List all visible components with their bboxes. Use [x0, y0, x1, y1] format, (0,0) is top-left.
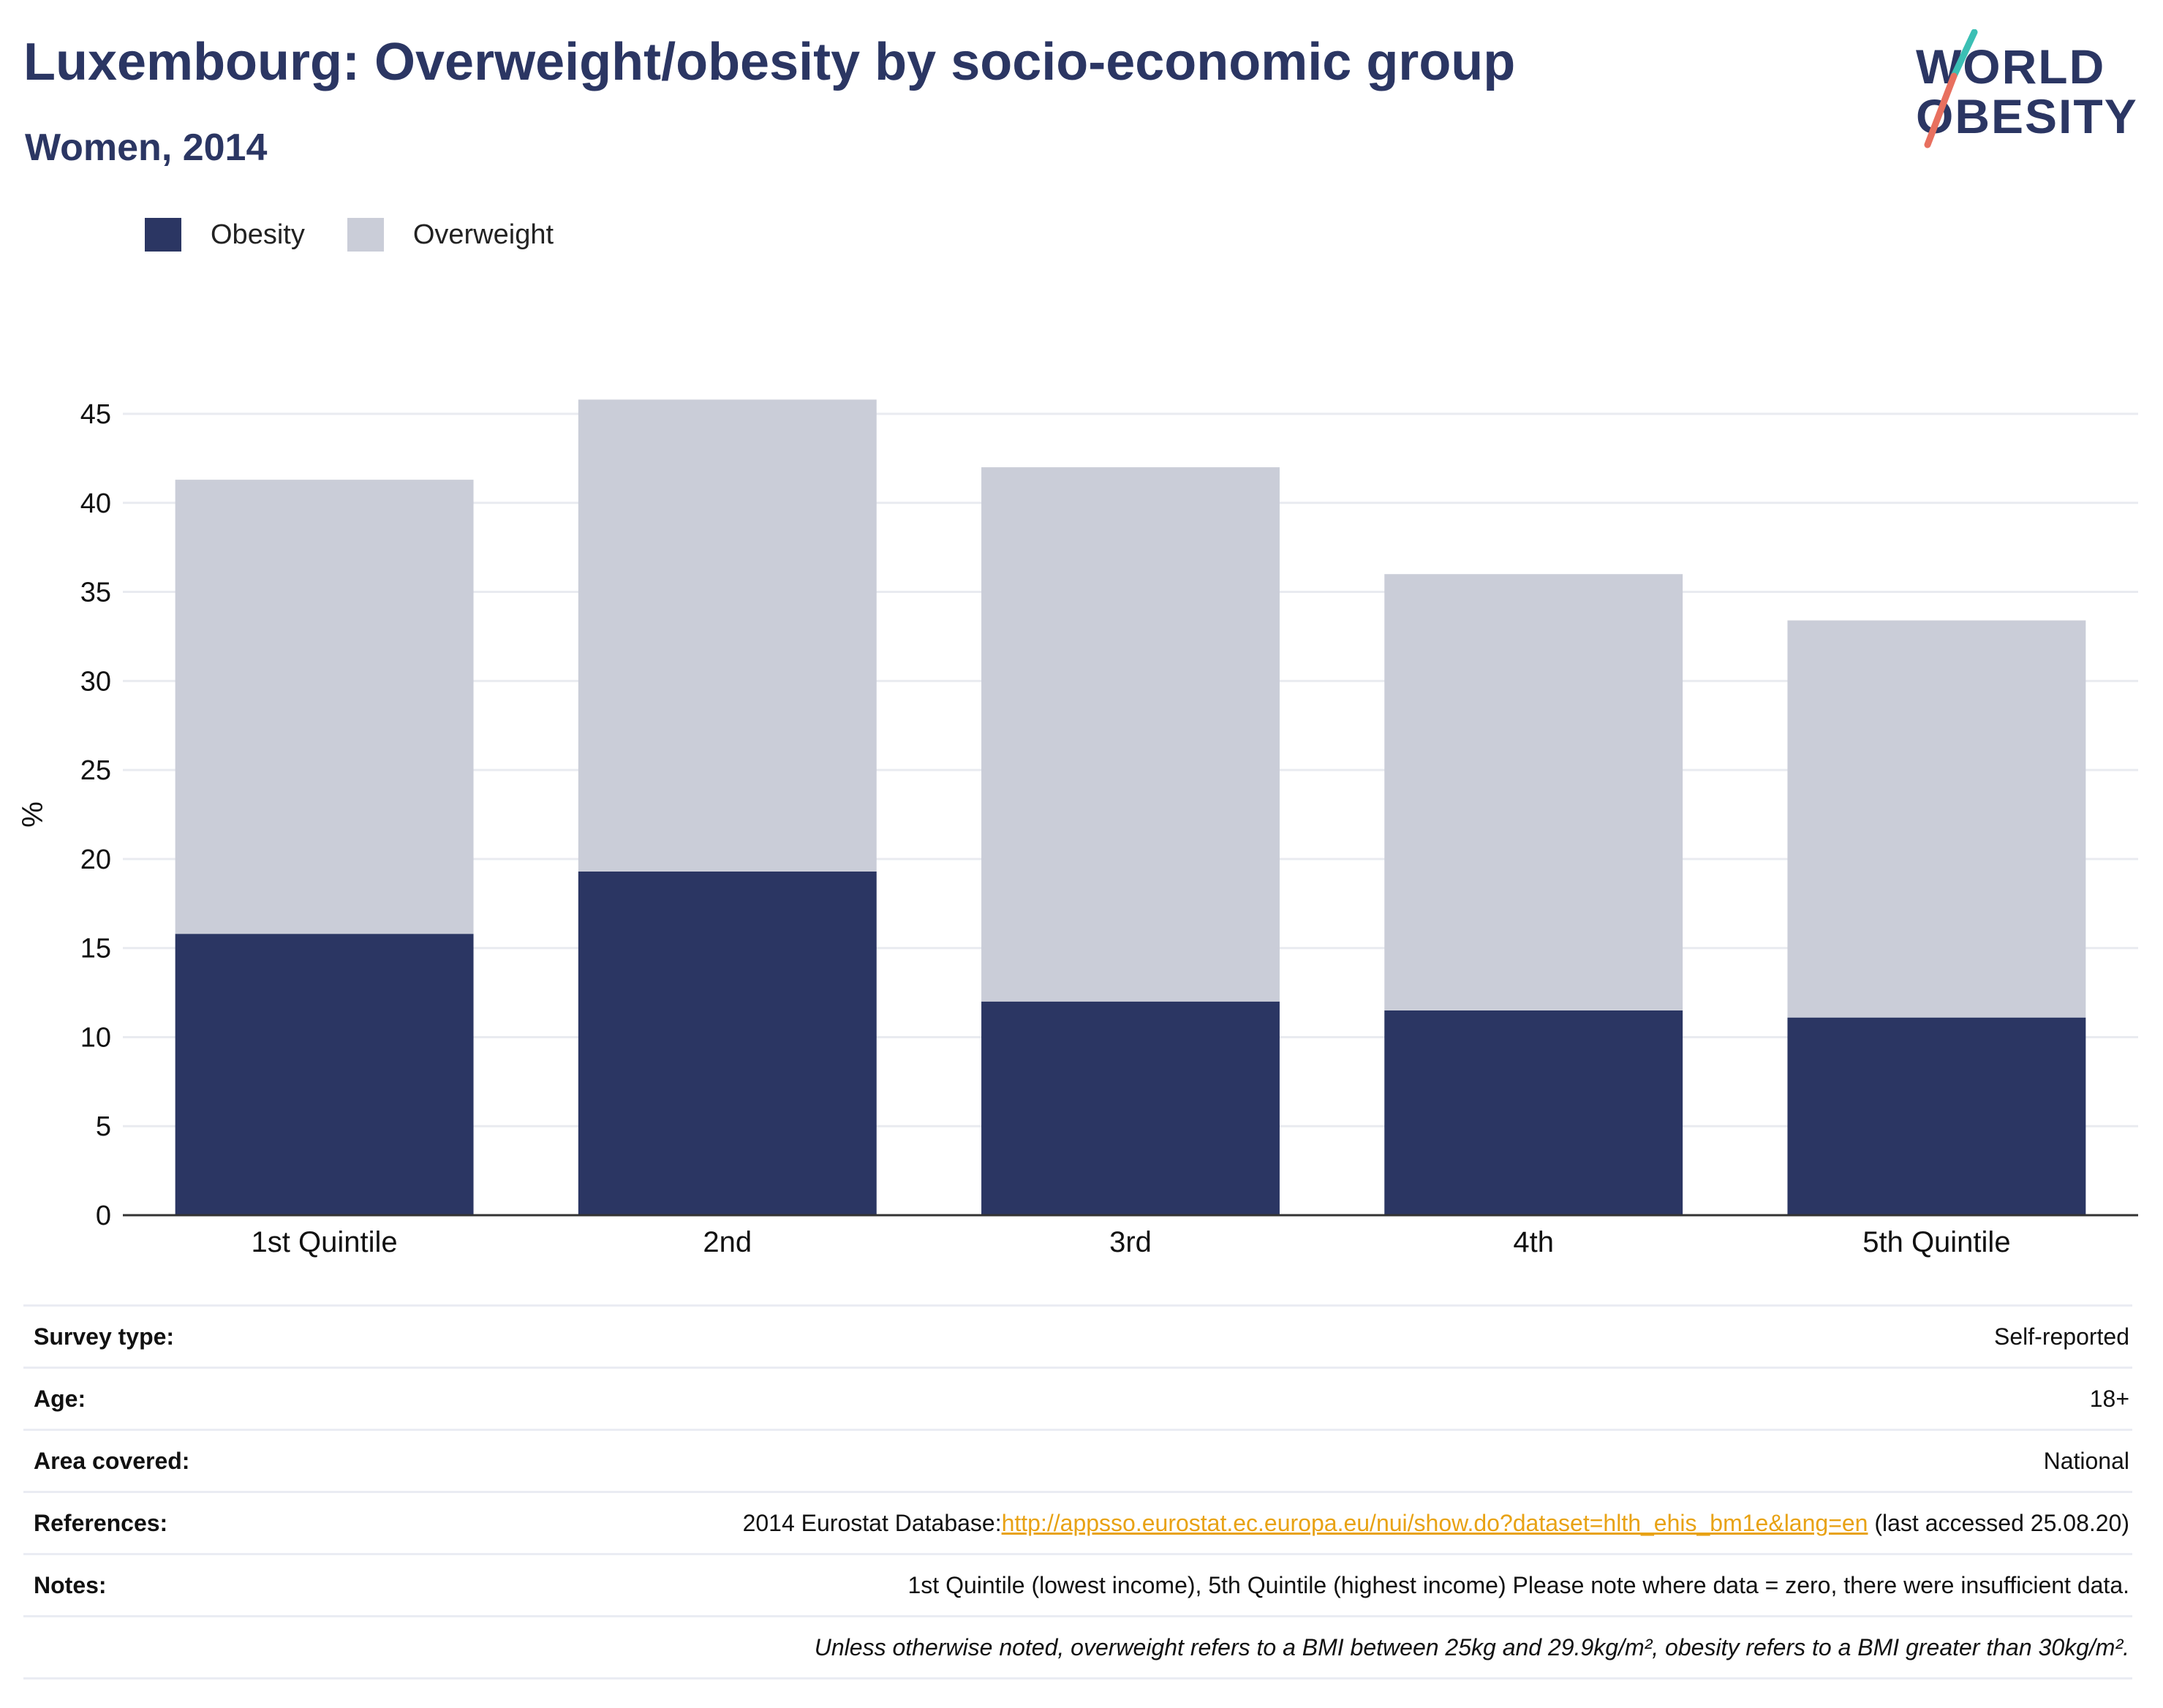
y-axis-label: % — [17, 801, 49, 828]
y-tick-label: 40 — [80, 488, 111, 519]
references-value: 2014 Eurostat Database:http://appsso.eur… — [743, 1510, 2132, 1537]
legend-item-obesity[interactable]: Obesity — [145, 218, 305, 252]
x-tick-label: 5th Quintile — [1862, 1226, 2010, 1258]
info-row-area: Area covered: National — [23, 1429, 2132, 1491]
legend-swatch-overweight — [347, 218, 384, 252]
area-covered-label: Area covered: — [34, 1447, 190, 1474]
age-value: 18+ — [2089, 1385, 2129, 1412]
bar-overweight-2 — [578, 399, 877, 872]
y-tick-label: 35 — [80, 578, 111, 608]
survey-type-value: Self-reported — [1994, 1323, 2129, 1350]
info-row-age: Age: 18+ — [23, 1367, 2132, 1429]
y-tick-label: 15 — [80, 934, 111, 964]
area-covered-value: National — [2043, 1447, 2129, 1474]
y-tick-label: 25 — [80, 755, 111, 786]
notes-value: 1st Quintile (lowest income), 5th Quinti… — [907, 1571, 2130, 1598]
info-row-footnote: Unless otherwise noted, overweight refer… — [23, 1615, 2132, 1679]
chart-title: Luxembourg: Overweight/obesity by socio-… — [23, 33, 1516, 91]
x-tick-label: 1st Quintile — [252, 1226, 398, 1258]
chart-legend: Obesity Overweight — [145, 218, 596, 252]
logo-text-obesity: OBESITY — [1916, 89, 2138, 143]
x-tick-label: 2nd — [703, 1226, 752, 1258]
legend-label-obesity: Obesity — [211, 219, 305, 250]
logo-slash-icon — [1924, 29, 1978, 148]
x-tick-label: 3rd — [1109, 1226, 1152, 1258]
bar-obesity-3 — [981, 1001, 1280, 1215]
bmi-footnote: Unless otherwise noted, overweight refer… — [814, 1633, 2129, 1660]
references-label: References: — [34, 1509, 168, 1536]
y-tick-label: 10 — [80, 1022, 111, 1053]
info-row-survey-type: Survey type: Self-reported — [23, 1304, 2132, 1367]
legend-swatch-obesity — [145, 218, 181, 252]
logo-text-world: WORLD — [1916, 39, 2106, 94]
y-tick-label: 0 — [96, 1201, 111, 1231]
y-tick-label: 5 — [96, 1111, 111, 1142]
bar-overweight-1 — [175, 480, 474, 934]
references-prefix: 2014 Eurostat Database: — [742, 1509, 1002, 1536]
bar-obesity-4 — [1384, 1010, 1683, 1215]
chart-subtitle: Women, 2014 — [25, 126, 268, 169]
bar-overweight-3 — [981, 467, 1280, 1002]
y-tick-label: 45 — [80, 399, 111, 430]
x-tick-label: 4th — [1513, 1226, 1554, 1258]
bar-obesity-2 — [578, 871, 877, 1215]
info-row-references: References: 2014 Eurostat Database:http:… — [23, 1491, 2132, 1553]
bar-obesity-1 — [175, 934, 474, 1215]
references-suffix: (last accessed 25.08.20) — [1868, 1509, 2129, 1536]
y-tick-label: 30 — [80, 666, 111, 697]
notes-label: Notes: — [34, 1571, 107, 1598]
info-table: Survey type: Self-reported Age: 18+ Area… — [23, 1304, 2132, 1679]
world-obesity-logo: WORLD OBESITY — [1901, 29, 2150, 161]
survey-type-label: Survey type: — [34, 1323, 175, 1350]
y-tick-label: 20 — [80, 844, 111, 875]
eurostat-link[interactable]: http://appsso.eurostat.ec.europa.eu/nui/… — [1001, 1509, 1868, 1536]
bar-overweight-4 — [1384, 574, 1683, 1010]
age-label: Age: — [34, 1385, 86, 1412]
info-row-notes: Notes: 1st Quintile (lowest income), 5th… — [23, 1553, 2132, 1615]
bar-obesity-5 — [1787, 1017, 2086, 1215]
stacked-bar-chart: 0 5 10 15 20 25 30 35 40 45% 1st Quintile 2nd 3rd 4th… — [17, 399, 2138, 1258]
legend-label-overweight: Overweight — [412, 219, 554, 250]
bar-overweight-5 — [1787, 620, 2086, 1018]
legend-item-overweight[interactable]: Overweight — [347, 218, 554, 252]
